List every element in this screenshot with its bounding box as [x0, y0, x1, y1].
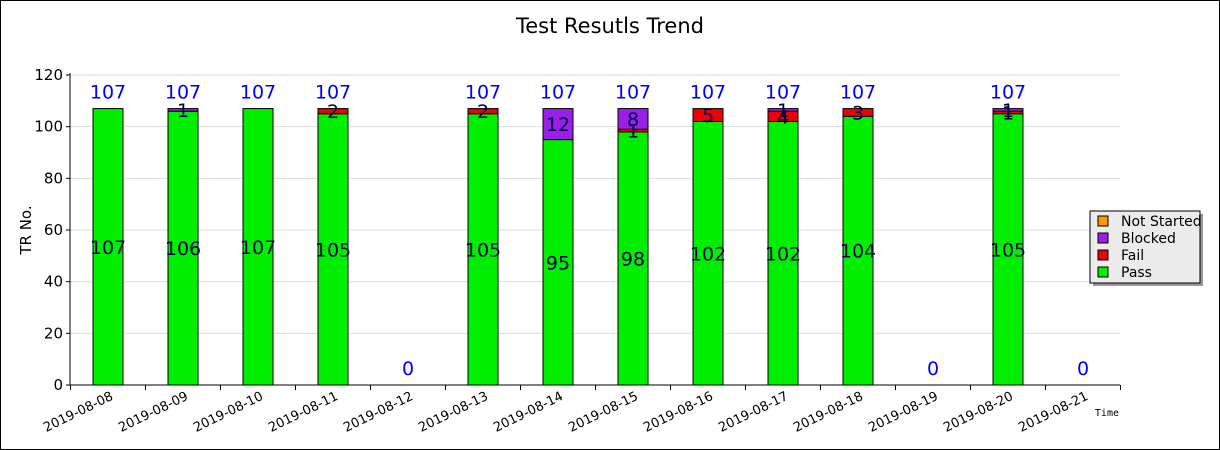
segment-value-label: 1 [777, 100, 789, 122]
bar-segment-pass [317, 113, 349, 386]
segment-value-label: 3 [852, 102, 864, 124]
x-tick-label: 2019-08-21 [1016, 389, 1090, 436]
bar-segment-fail [692, 108, 724, 123]
segment-value-label: 1 [627, 121, 639, 143]
x-tick-label: 2019-08-20 [941, 389, 1015, 436]
legend-swatch [1097, 266, 1109, 278]
segment-value-label: 102 [765, 243, 801, 265]
bar-segment-fail [467, 108, 499, 115]
y-tick-label: 80 [44, 169, 63, 187]
total-value-label: 107 [90, 82, 126, 104]
segment-value-label: 105 [315, 239, 351, 261]
total-value-label: 107 [240, 82, 276, 104]
x-tick-label: 2019-08-12 [341, 389, 415, 436]
segment-value-label: 105 [990, 239, 1026, 261]
x-tick-label: 2019-08-11 [266, 389, 340, 436]
bar-segment-pass [617, 131, 649, 386]
x-tick-label: 2019-08-16 [641, 389, 715, 436]
legend-label: Blocked [1121, 231, 1176, 247]
segment-value-label: 95 [546, 252, 570, 274]
segment-value-label: 2 [477, 101, 489, 123]
x-tick-label: 2019-08-10 [191, 389, 265, 436]
bar-segment-pass [242, 108, 274, 386]
chart-title: Test Resutls Trend [515, 14, 704, 38]
legend-label: Not Started [1121, 214, 1202, 230]
segment-value-label: 2 [327, 101, 339, 123]
segment-value-label: 12 [546, 114, 570, 136]
y-tick-label: 0 [53, 376, 63, 394]
grid-lines [70, 74, 1120, 334]
x-tick-label: 2019-08-19 [866, 389, 940, 436]
y-tick-label: 60 [44, 221, 63, 239]
x-tick-label: 2019-08-08 [41, 389, 115, 436]
y-tick-label: 20 [44, 324, 63, 342]
segment-value-label: 8 [627, 109, 639, 131]
legend-swatch [1097, 232, 1109, 244]
legend-swatch [1097, 249, 1109, 261]
segment-value-label: 102 [690, 243, 726, 265]
x-tick-label: 2019-08-09 [116, 389, 190, 436]
bar-segment-blocked [992, 108, 1024, 112]
legend-label: Pass [1121, 265, 1152, 281]
x-tick-label: 2019-08-15 [566, 389, 640, 436]
legend-swatch [1097, 215, 1109, 227]
data-labels: 1071071061107107107105210701052107951210… [90, 82, 1089, 380]
total-value-label: 107 [840, 82, 876, 104]
segment-value-label: 107 [240, 237, 276, 259]
y-tick-label: 40 [44, 273, 63, 291]
segment-value-label: 5 [702, 105, 714, 127]
segment-value-label: 1 [1002, 100, 1014, 122]
total-value-label: 0 [1077, 358, 1089, 380]
segment-value-label: 104 [840, 241, 876, 263]
bar-segment-blocked [167, 108, 199, 112]
total-value-label: 0 [927, 358, 939, 380]
bar-segment-fail [317, 108, 349, 115]
bar-segment-pass [692, 121, 724, 386]
x-tick-label: 2019-08-14 [491, 389, 565, 436]
bars [92, 108, 1024, 386]
segment-value-label: 98 [621, 248, 645, 270]
total-value-label: 107 [765, 82, 801, 104]
segment-value-label: 106 [165, 238, 201, 260]
legend-label: Fail [1121, 248, 1144, 264]
x-tick-label: 2019-08-13 [416, 389, 490, 436]
bar-segment-pass [767, 121, 799, 386]
segment-value-label: 107 [90, 237, 126, 259]
y-tick-label: 100 [34, 118, 63, 136]
total-value-label: 107 [540, 82, 576, 104]
bar-segment-pass [542, 139, 574, 386]
segment-value-label: 105 [465, 239, 501, 261]
y-axis-label: TR No. [17, 205, 35, 255]
total-value-label: 107 [690, 82, 726, 104]
bar-segment-blocked [767, 108, 799, 112]
segment-value-label: 1 [177, 100, 189, 122]
y-tick-label: 120 [34, 66, 63, 84]
x-axis-label: Time [1095, 408, 1119, 419]
x-tick-label: 2019-08-18 [791, 389, 865, 436]
segment-value-label: 4 [777, 106, 789, 128]
total-value-label: 107 [615, 82, 651, 104]
total-value-label: 107 [465, 82, 501, 104]
total-value-label: 107 [165, 82, 201, 104]
bar-segment-blocked [542, 108, 574, 141]
segment-value-label: 1 [1002, 102, 1014, 124]
bar-segment-pass [992, 113, 1024, 386]
bar-segment-blocked [617, 108, 649, 130]
x-tick-label: 2019-08-17 [716, 389, 790, 436]
bar-segment-fail [842, 108, 874, 117]
total-value-label: 107 [990, 82, 1026, 104]
total-value-label: 107 [315, 82, 351, 104]
total-value-label: 0 [402, 358, 414, 380]
